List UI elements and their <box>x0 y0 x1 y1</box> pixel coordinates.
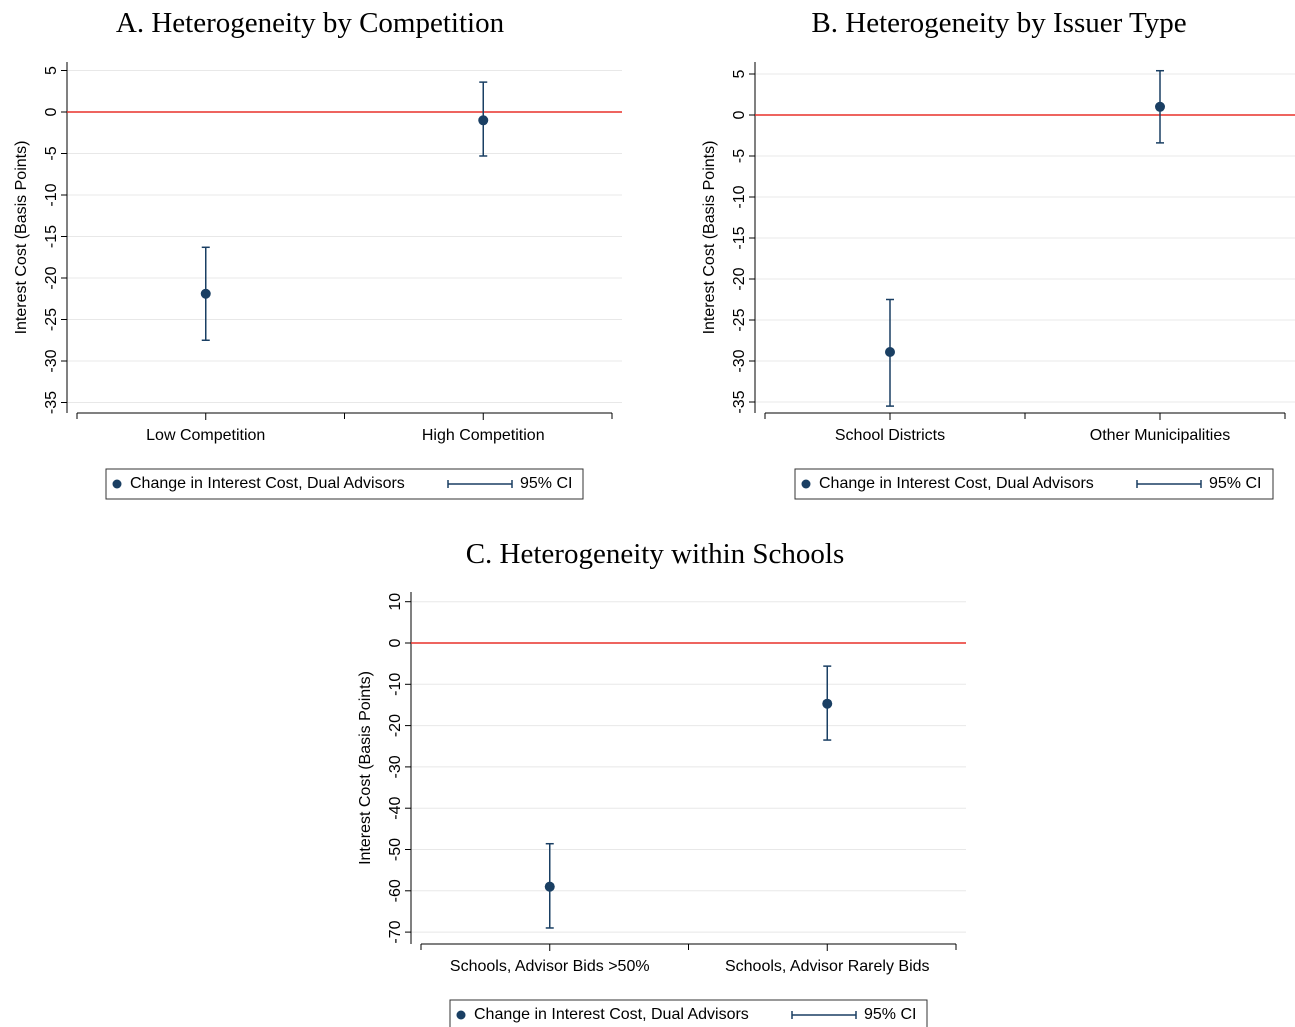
y-tick-label: -20 <box>43 266 60 289</box>
estimate-point <box>478 115 489 126</box>
legend-ci-label: 95% CI <box>520 475 572 492</box>
y-tick-label: -20 <box>731 267 748 290</box>
legend-point-marker <box>456 1010 466 1020</box>
x-tick-label: Schools, Advisor Rarely Bids <box>725 958 930 975</box>
legend-point-marker <box>112 479 122 489</box>
y-tick-label: -35 <box>43 391 60 414</box>
legend-point-label: Change in Interest Cost, Dual Advisors <box>819 475 1094 492</box>
legend-ci-label: 95% CI <box>1209 475 1261 492</box>
y-tick-label: -30 <box>387 755 404 778</box>
legend: Change in Interest Cost, Dual Advisors 95… <box>449 999 928 1027</box>
y-tick-label: -30 <box>43 349 60 372</box>
legend-point-label: Change in Interest Cost, Dual Advisors <box>474 1006 749 1023</box>
y-tick-label: -60 <box>387 879 404 902</box>
y-tick-label: -10 <box>731 185 748 208</box>
y-tick-label: -40 <box>387 797 404 820</box>
panel-title: B. Heterogeneity by Issuer Type <box>811 7 1186 39</box>
estimate-point <box>200 288 211 299</box>
legend: Change in Interest Cost, Dual Advisors 95… <box>105 468 584 500</box>
estimate-point <box>1155 101 1165 112</box>
panel-c: C. Heterogeneity within Schools 10 0 -10 -20… <box>357 538 966 1027</box>
y-axis-label: Interest Cost (Basis Points) <box>13 141 30 335</box>
y-tick-label: 0 <box>387 638 404 647</box>
panel-a: A. Heterogeneity by Competition 5 0 -5 -10 -1… <box>13 7 622 500</box>
legend-point-marker <box>801 479 811 489</box>
y-tick-label: -50 <box>387 838 404 861</box>
y-tick-label: -15 <box>43 225 60 248</box>
y-tick-label: -10 <box>387 673 404 696</box>
y-tick-label: 10 <box>387 593 404 611</box>
y-tick-label: -10 <box>43 183 60 206</box>
y-tick-label: 5 <box>43 66 60 75</box>
y-tick-label: -35 <box>731 390 748 413</box>
legend: Change in Interest Cost, Dual Advisors 95… <box>794 468 1274 500</box>
y-tick-label: -30 <box>731 349 748 372</box>
x-tick-label: School Districts <box>835 427 945 444</box>
x-tick-label: High Competition <box>422 427 545 444</box>
panel-title: C. Heterogeneity within Schools <box>466 538 845 570</box>
legend-ci-label: 95% CI <box>864 1006 916 1023</box>
x-tick-label: Schools, Advisor Bids >50% <box>450 958 650 975</box>
legend-box <box>449 999 928 1027</box>
y-tick-label: -5 <box>731 149 748 163</box>
y-axis-label: Interest Cost (Basis Points) <box>701 141 718 335</box>
panel-b: B. Heterogeneity by Issuer Type 5 0 -5 -10 -1… <box>701 7 1295 500</box>
y-tick-label: -70 <box>387 920 404 943</box>
x-tick-label: Other Municipalities <box>1090 427 1231 444</box>
y-tick-label: -15 <box>731 226 748 249</box>
estimate-point <box>822 698 833 709</box>
estimate-point <box>544 881 555 892</box>
estimate-point <box>885 346 895 357</box>
y-tick-label: -5 <box>43 146 60 160</box>
y-tick-label: -25 <box>43 308 60 331</box>
y-tick-label: 0 <box>43 107 60 116</box>
y-tick-label: 0 <box>731 110 748 119</box>
x-tick-label: Low Competition <box>146 427 265 444</box>
panel-title: A. Heterogeneity by Competition <box>116 7 505 39</box>
y-tick-label: 5 <box>731 69 748 78</box>
legend-point-label: Change in Interest Cost, Dual Advisors <box>130 475 405 492</box>
y-tick-label: -20 <box>387 714 404 737</box>
y-tick-label: -25 <box>731 308 748 331</box>
y-axis-label: Interest Cost (Basis Points) <box>357 671 374 865</box>
